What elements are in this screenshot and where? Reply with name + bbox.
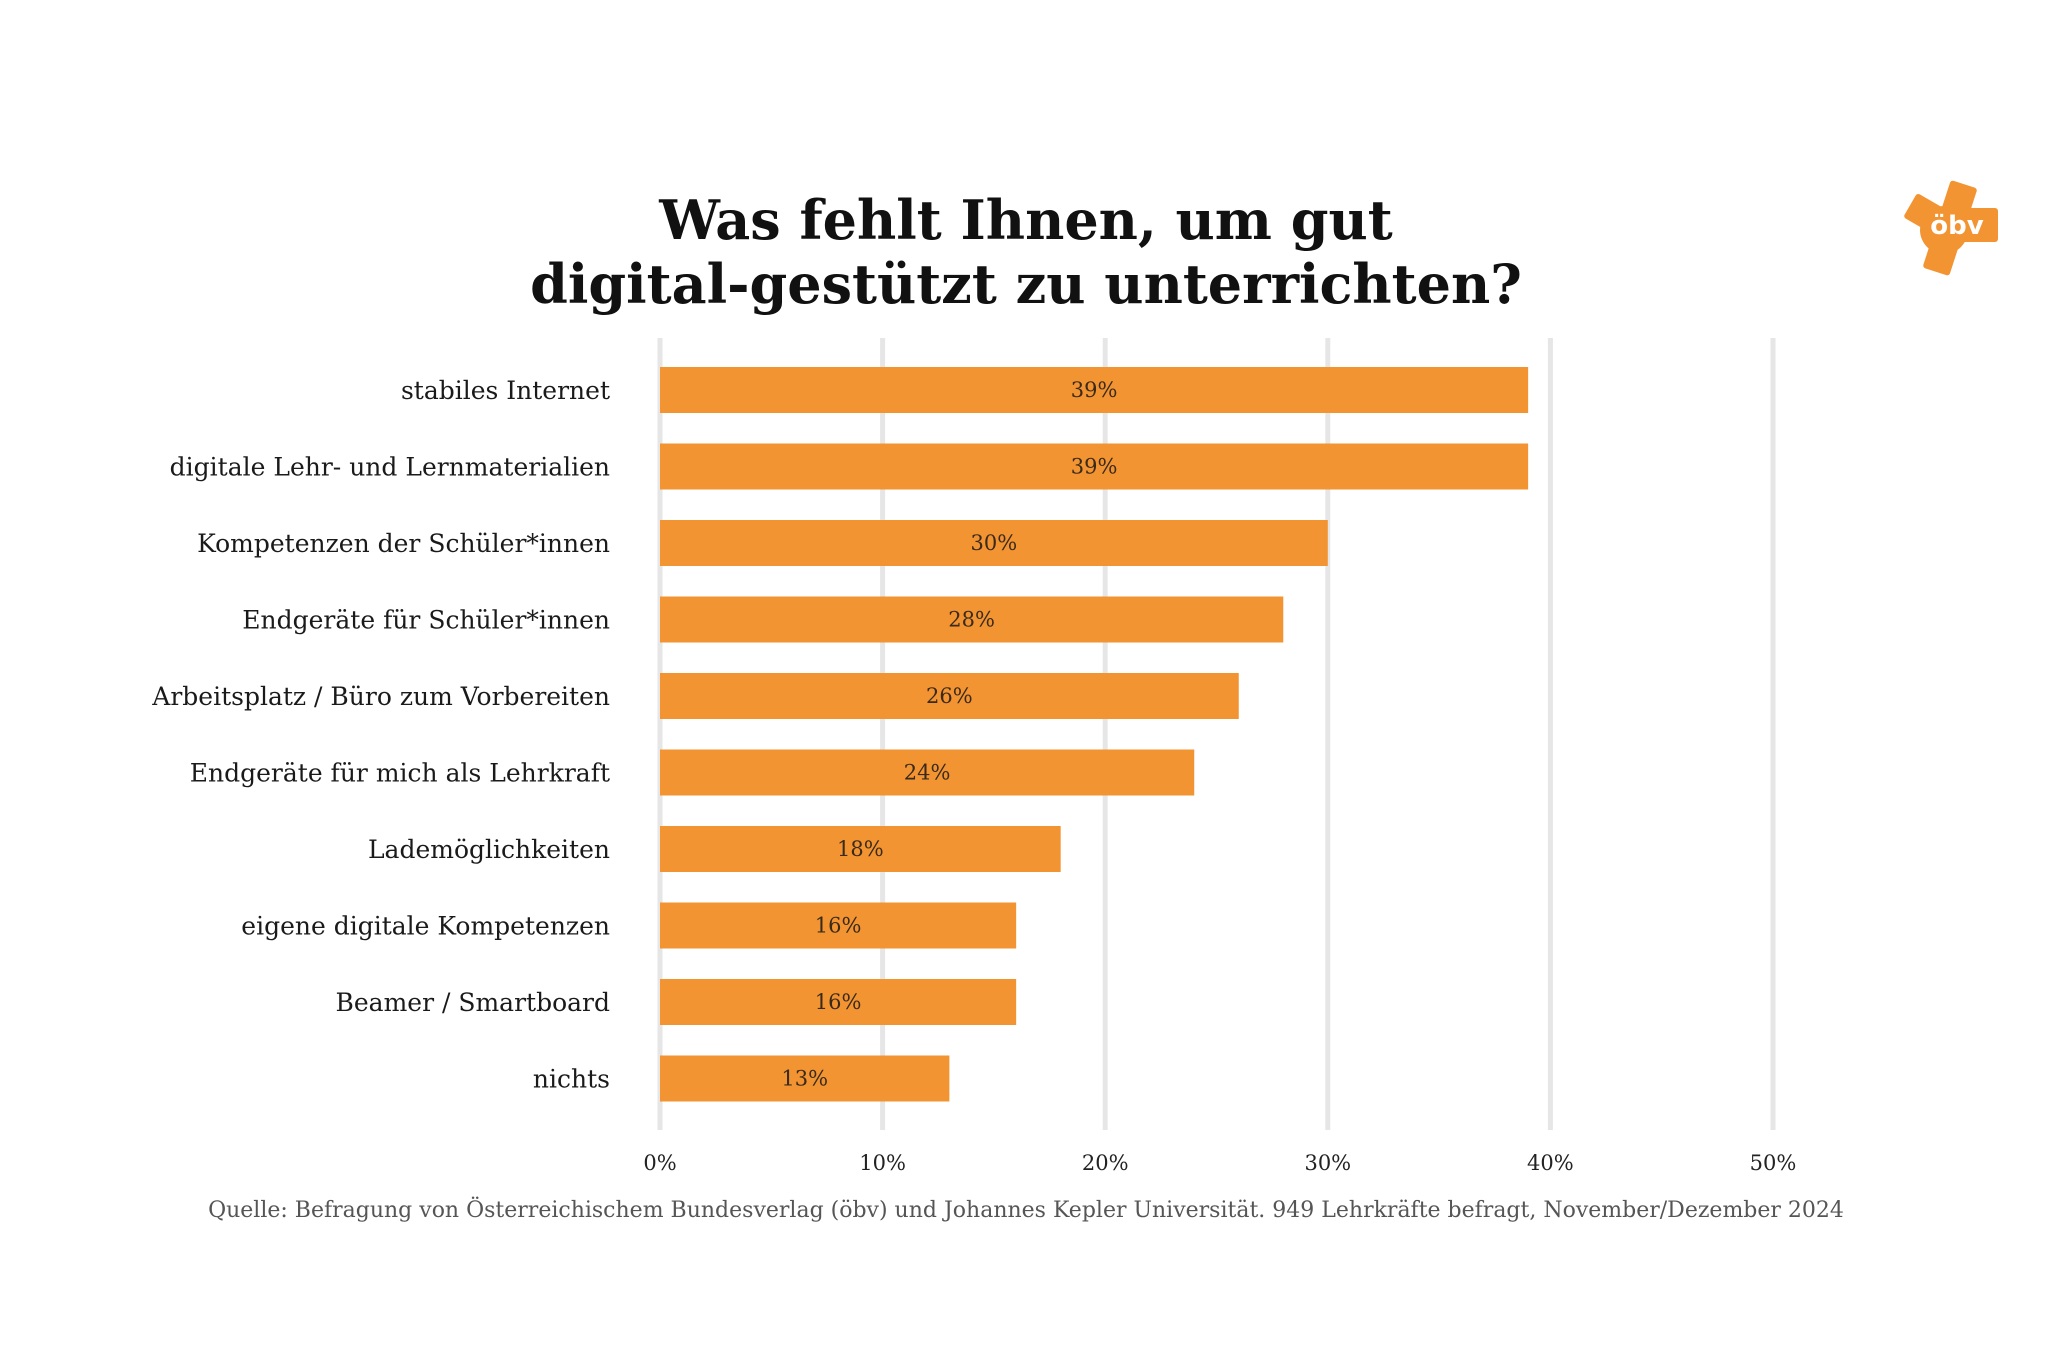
bar-value-label: 30% — [971, 531, 1018, 555]
bar — [660, 367, 1529, 413]
bar — [660, 673, 1239, 719]
category-label: Lademöglichkeiten — [368, 835, 610, 864]
bar — [660, 826, 1061, 872]
category-label: nichts — [533, 1065, 610, 1094]
bar-value-label: 16% — [815, 914, 862, 938]
bar-value-label: 13% — [781, 1067, 828, 1091]
bar — [660, 979, 1017, 1025]
x-tick-label: 0% — [643, 1151, 676, 1175]
source-note: Quelle: Befragung von Österreichischem B… — [208, 1198, 1844, 1223]
x-tick-label: 10% — [859, 1151, 906, 1175]
category-label: digitale Lehr- und Lernmaterialien — [170, 453, 610, 482]
chart-title-line-1: Was fehlt Ihnen, um gut — [659, 188, 1393, 252]
category-label: Arbeitsplatz / Büro zum Vorbereiten — [151, 682, 610, 711]
bar — [660, 1055, 950, 1102]
bar-value-label: 16% — [815, 990, 862, 1014]
category-label: Endgeräte für mich als Lehrkraft — [190, 759, 610, 788]
bar-value-label: 39% — [1071, 455, 1118, 479]
category-label: Endgeräte für Schüler*innen — [242, 606, 610, 635]
bar-value-label: 24% — [904, 761, 951, 785]
bar — [660, 443, 1529, 490]
bar-value-label: 39% — [1071, 378, 1118, 402]
chart-title-line-2: digital-gestützt zu unterrichten? — [530, 252, 1522, 316]
category-label: eigene digitale Kompetenzen — [241, 912, 610, 941]
category-label: Kompetenzen der Schüler*innen — [197, 529, 610, 558]
x-tick-label: 40% — [1527, 1151, 1574, 1175]
bar-value-label: 28% — [948, 608, 995, 632]
x-tick-label: 30% — [1304, 1151, 1351, 1175]
bar — [660, 749, 1195, 796]
obv-star-logo-icon: öbv — [1904, 180, 1998, 276]
category-label: stabiles Internet — [401, 376, 610, 405]
bar-chart: 0% 10% 20% 30% 40% 50% 39% stabiles Internet 39%… — [151, 338, 1797, 1175]
bar-value-label: 18% — [837, 837, 884, 861]
bar-value-label: 26% — [926, 684, 973, 708]
bar — [660, 596, 1284, 643]
chart-title: Was fehlt Ihnen, um gut digital-gestützt… — [0, 188, 2052, 316]
category-label: Beamer / Smartboard — [336, 988, 611, 1017]
bar — [660, 520, 1328, 566]
x-tick-label: 50% — [1750, 1151, 1797, 1175]
logo-text: öbv — [1930, 211, 1983, 241]
bar — [660, 902, 1017, 949]
x-tick-label: 20% — [1082, 1151, 1129, 1175]
